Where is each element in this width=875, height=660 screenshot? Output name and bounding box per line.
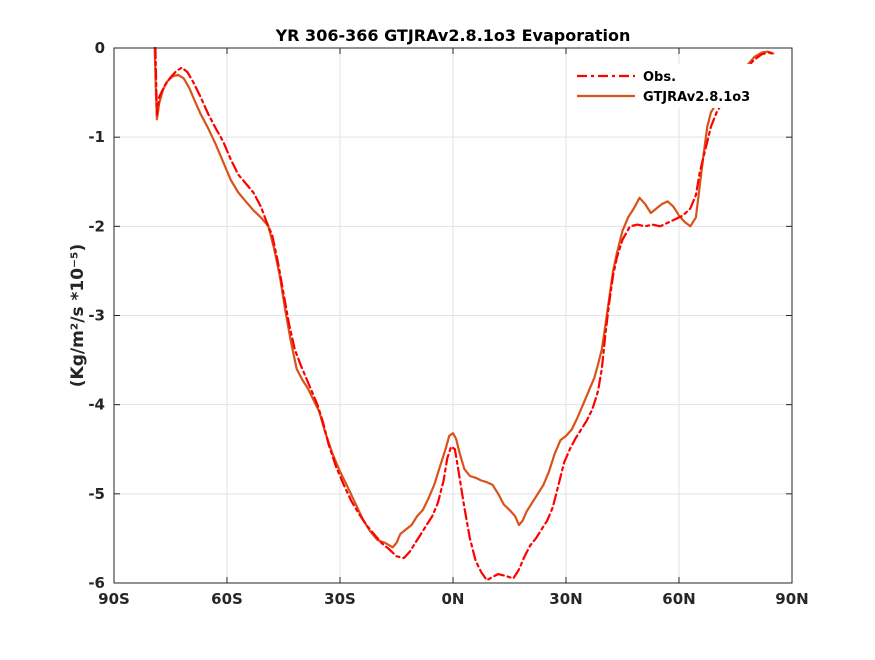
series-layer <box>153 46 777 582</box>
x-tick-label: 90S <box>98 590 130 608</box>
legend-box <box>573 64 781 108</box>
x-tick-label: 60S <box>211 590 243 608</box>
y-tick-label: -2 <box>88 217 105 235</box>
y-tick-label: -6 <box>88 574 105 592</box>
y-tick-label: 0 <box>95 39 105 57</box>
legend-label-obs: Obs. <box>643 70 676 85</box>
x-tick-label: 30S <box>324 590 356 608</box>
legend-label-gtjra: GTJRAv2.8.1o3 <box>643 90 750 105</box>
y-tick-label: -5 <box>88 485 105 503</box>
x-tick-label: 90N <box>775 590 808 608</box>
y-axis-label: (Kg/m²/s *10⁻⁵) <box>68 244 88 387</box>
series-line-obs <box>154 46 777 582</box>
chart-title: YR 306-366 GTJRAv2.8.1o3 Evaporation <box>275 26 631 45</box>
legend: Obs. GTJRAv2.8.1o3 <box>573 64 781 108</box>
tick-layer: 90S 60S 30S 0N 30N 60N 90N 0 -1 -2 -3 -4 -5 -6 <box>88 39 808 608</box>
y-tick-label: -4 <box>88 396 105 414</box>
x-tick-label: 30N <box>549 590 582 608</box>
y-tick-label: -1 <box>88 128 105 146</box>
y-tick-label: -3 <box>88 307 105 325</box>
x-tick-label: 60N <box>662 590 695 608</box>
series-line-gtjra <box>153 46 775 549</box>
x-tick-label: 0N <box>442 590 465 608</box>
